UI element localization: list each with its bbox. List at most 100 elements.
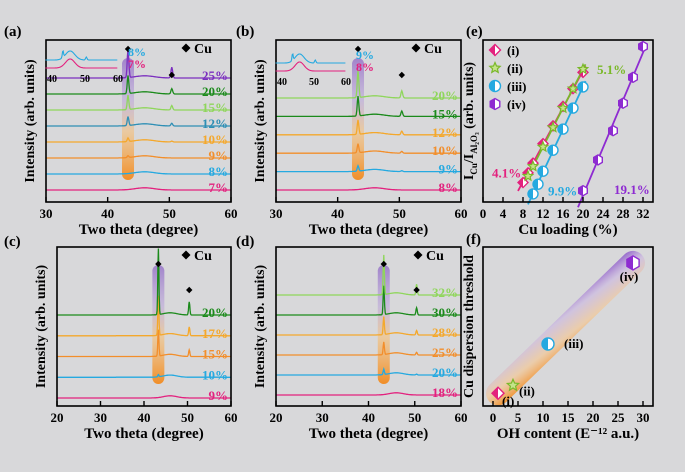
cu-diamond-marker xyxy=(124,45,132,53)
cu-legend-label: Cu xyxy=(194,249,212,264)
legend-label: (iii) xyxy=(507,79,527,94)
panel-label: (f) xyxy=(466,232,481,248)
panel-d-xtick-label: 60 xyxy=(455,410,468,425)
y-axis-title: Intensity (arb. units) xyxy=(23,59,38,183)
xrd-curve xyxy=(57,373,231,378)
slope-annotation: 4.1% xyxy=(492,166,521,181)
panel-label: (d) xyxy=(236,234,254,250)
xrd-curve xyxy=(46,171,231,175)
xrd-curve xyxy=(276,316,461,336)
xrd-curve xyxy=(276,143,461,154)
inset-series-label: 8% xyxy=(356,60,374,74)
xtick-label: 24 xyxy=(597,206,611,221)
xrd-curve xyxy=(57,329,231,358)
slope-annotation: 5.1% xyxy=(597,62,626,77)
series-label: 28% xyxy=(432,325,458,340)
panel-e: 4.1% 5.1% 9.9% 19.1% (i) (ii) (iii) (iv) 0 4 8 12 16… xyxy=(462,24,654,238)
point-label: (i) xyxy=(502,393,514,408)
panel-b-xtick-label: 30 xyxy=(270,206,283,221)
marker-circle-half xyxy=(558,124,563,135)
xtick-label: 0 xyxy=(480,206,487,221)
cu-legend-label: Cu xyxy=(424,42,442,57)
xtick-label: 20 xyxy=(587,410,600,425)
trend-band xyxy=(485,250,645,406)
marker-hexagon-half xyxy=(618,98,623,109)
panel-a-xtick-label: 30 xyxy=(40,206,53,221)
point-label: (ii) xyxy=(519,383,535,398)
marker-hexagon-half xyxy=(578,185,583,196)
marker-circle-half xyxy=(489,80,495,92)
marker-circle-half xyxy=(578,81,583,92)
series-label: 30% xyxy=(432,305,458,320)
inset-plot: 9%8% 40 50 60 xyxy=(275,48,374,88)
xtick-label: 10 xyxy=(537,410,550,425)
series-label: 18% xyxy=(432,385,458,400)
x-axis-title: Two theta (degree) xyxy=(79,222,198,238)
panel-a-xtick-label: 60 xyxy=(225,206,238,221)
y-axis-title-part: (arb. units) xyxy=(462,62,477,133)
series-label: 20% xyxy=(432,88,458,103)
inset-tick-label: 40 xyxy=(47,74,57,85)
panel-b-xtick-label: 60 xyxy=(455,206,468,221)
cu-diamond-marker xyxy=(413,286,420,294)
inset-curve xyxy=(275,52,346,64)
xtick-label: 4 xyxy=(500,206,507,221)
xrd-curve xyxy=(46,75,231,95)
cu-diamond-marker xyxy=(380,260,387,268)
marker-hexagon-half xyxy=(626,255,633,270)
series-label: 25% xyxy=(202,68,228,83)
panel-c: 9% 10% 15% 17% 20% Cu 20 30 40 50 60 Two theta (deg… xyxy=(4,234,238,442)
xtick-label: 8 xyxy=(520,206,527,221)
inset-tick-label: 50 xyxy=(80,74,90,85)
panel-b-xtick-label: 40 xyxy=(331,206,344,221)
y-axis-title-part: Al₂O₃ xyxy=(469,132,479,154)
x-axis-title: Cu loading (%) xyxy=(518,222,617,238)
x-axis-title: Two theta (degree) xyxy=(84,426,203,442)
y-axis-title-part: Cu xyxy=(469,163,479,175)
y-axis-title: Intensity (arb. units) xyxy=(34,265,49,389)
slope-annotation: 9.9% xyxy=(548,184,577,199)
peak-highlight-band xyxy=(152,265,165,384)
xtick-label: 12 xyxy=(537,206,550,221)
series-label: 32% xyxy=(432,285,458,300)
panel-a-xtick-label: 40 xyxy=(101,206,114,221)
marker-circle-half xyxy=(538,166,543,177)
marker-star xyxy=(576,62,590,75)
y-axis-title: Intensity (arb. units) xyxy=(253,265,268,389)
marker-diamond-half xyxy=(489,44,495,56)
xrd-curve xyxy=(276,392,461,396)
peak-highlight-band xyxy=(352,58,365,180)
xtick-label: 25 xyxy=(612,410,626,425)
series-label: 7% xyxy=(209,180,229,195)
xtick-label: 5 xyxy=(515,410,522,425)
marker-star xyxy=(546,120,560,133)
xrd-curve xyxy=(57,295,231,337)
inset-series-label: 9% xyxy=(356,48,374,62)
xrd-curve xyxy=(276,70,461,99)
point-label: (iii) xyxy=(564,336,584,351)
xrd-curve xyxy=(46,136,231,143)
panel-b-frame xyxy=(275,39,462,203)
xrd-curve xyxy=(46,48,231,79)
cu-diamond-marker xyxy=(155,260,162,268)
panel-b-xtick-label: 50 xyxy=(393,206,406,221)
marker-star xyxy=(521,169,535,182)
x-axis-title: Two theta (degree) xyxy=(309,222,428,238)
xrd-curve xyxy=(46,116,231,127)
xrd-curve xyxy=(276,164,461,173)
xrd-curve xyxy=(46,154,231,159)
inset-tick-label: 50 xyxy=(309,77,319,88)
panel-c-xtick-label: 40 xyxy=(138,410,151,425)
panel-e-frame xyxy=(482,39,654,203)
marker-star xyxy=(556,101,570,114)
panel-d-xtick-label: 20 xyxy=(270,410,283,425)
panel-c-xtick-label: 50 xyxy=(181,410,194,425)
cu-diamond-marker xyxy=(168,71,175,79)
panel-d-xtick-label: 30 xyxy=(316,410,329,425)
xtick-label: 16 xyxy=(557,206,571,221)
marker-hexagon-half xyxy=(490,98,495,110)
series-label: 25% xyxy=(432,345,458,360)
xrd-curve xyxy=(57,248,231,316)
marker-circle-half xyxy=(533,179,538,190)
